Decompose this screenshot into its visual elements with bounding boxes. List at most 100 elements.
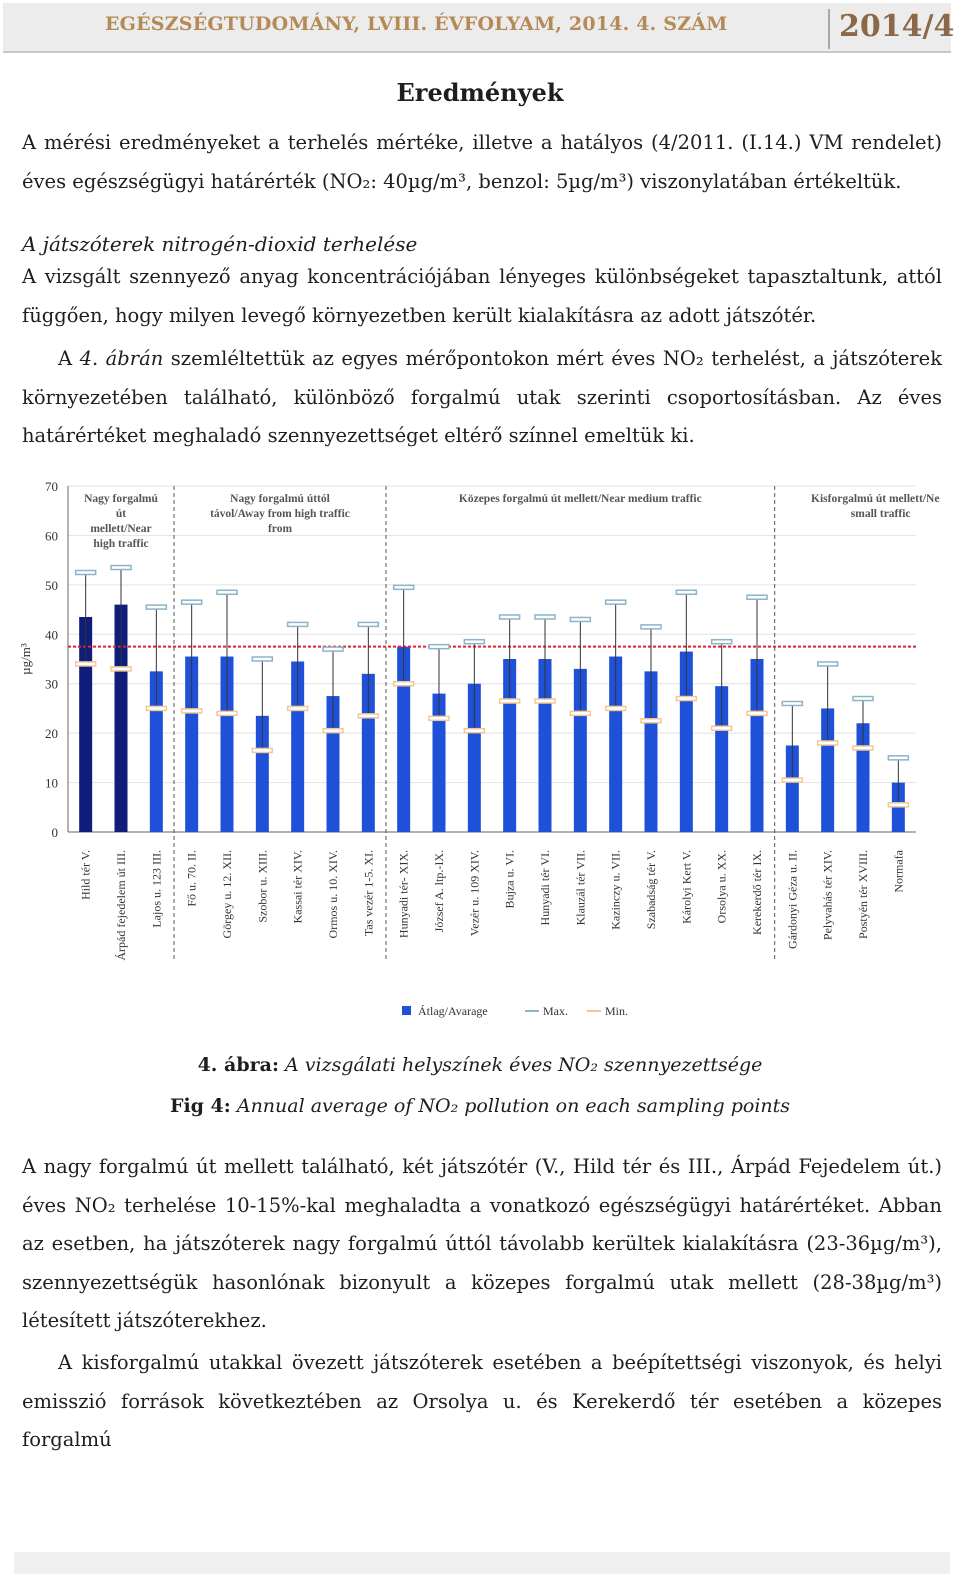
no2-bar-chart: 0 10 20 30 40 50 60 70 µg/m³ Nagy forgalmú út melle… <box>20 479 940 1018</box>
max-marker <box>569 616 592 623</box>
chart-bars <box>68 604 916 832</box>
max-marker <box>710 638 733 645</box>
max-marker <box>781 700 804 707</box>
figure-caption-label: 4. ábra: <box>197 1054 279 1076</box>
category-label: Szobor u. XIII. <box>255 850 269 923</box>
category-label: Hild tér V. <box>79 850 93 900</box>
figure-caption-en: Fig 4: Annual average of NO₂ pollution o… <box>0 1095 960 1117</box>
max-marker <box>816 661 839 667</box>
min-marker <box>675 695 698 702</box>
max-marker <box>110 564 132 571</box>
category-label: Károlyi Kert V. <box>679 850 693 924</box>
intro-paragraph: A mérési eredményeket a terhelés mértéke… <box>22 131 942 193</box>
section-title: Eredmények <box>396 78 564 107</box>
min-marker <box>463 727 486 734</box>
bar-average <box>79 616 93 832</box>
min-marker <box>392 680 415 687</box>
y-tick-label: 50 <box>45 578 58 593</box>
figure-caption-hu: 4. ábra: A vizsgálati helyszínek éves NO… <box>0 1054 960 1076</box>
category-label: Hunyadi tér VI. <box>538 850 552 925</box>
category-label: Kazinczy u. VII. <box>609 850 623 930</box>
category-label: Árpád fejedelem út III. <box>114 850 128 961</box>
y-tick-label: 70 <box>45 479 58 494</box>
y-tick-label: 10 <box>45 776 58 791</box>
footer-bar <box>14 1552 950 1574</box>
group-label: from <box>268 523 292 535</box>
max-marker <box>498 614 521 620</box>
chart-error-bars <box>74 564 910 808</box>
legend-label: Max. <box>543 1004 568 1018</box>
y-tick-label: 40 <box>45 627 58 642</box>
max-marker <box>322 646 344 652</box>
legend-label: Min. <box>605 1004 628 1018</box>
min-marker <box>110 666 132 672</box>
category-label: Vezér u. 109 XIV. <box>467 850 481 936</box>
min-marker <box>322 727 344 734</box>
legend-label: Átlag/Avarage <box>418 1004 488 1018</box>
max-marker <box>392 584 415 591</box>
journal-title: EGÉSZSÉGTUDOMÁNY, LVIII. ÉVFOLYAM, 2014.… <box>105 13 728 35</box>
min-marker <box>145 705 168 712</box>
category-label: Normafa <box>891 849 905 892</box>
max-marker <box>286 621 309 628</box>
issue-number: 2014/4 <box>839 9 955 44</box>
category-label: Kerekerdő tér IX. <box>750 850 764 935</box>
group-label: mellett/Near <box>90 523 151 535</box>
bar-average <box>821 708 835 832</box>
max-marker <box>534 614 556 620</box>
figure-caption-en-label: Fig 4: <box>169 1095 231 1117</box>
bar-average <box>220 656 234 832</box>
min-marker <box>887 802 910 808</box>
min-marker <box>852 745 874 751</box>
group-label: Közepes forgalmú út mellett/Near medium … <box>459 493 702 505</box>
max-marker <box>216 589 238 596</box>
paragraph-small-traffic: A kisforgalmú utakkal övezett játszótere… <box>22 1351 942 1451</box>
header-divider <box>828 9 830 49</box>
bar-average <box>149 671 163 832</box>
category-label: Görgey u. 12. XII. <box>220 850 234 938</box>
bar-average <box>750 659 764 832</box>
max-marker <box>887 755 910 761</box>
group-label: távol/Away from high traffic <box>210 508 350 520</box>
bar-average <box>609 656 623 832</box>
max-marker <box>428 643 450 650</box>
journal-header: EGÉSZSÉGTUDOMÁNY, LVIII. ÉVFOLYAM, 2014.… <box>3 3 955 53</box>
max-marker <box>145 604 168 610</box>
group-label: Kisforgalmú út mellett/Near <box>811 493 940 505</box>
bar-average <box>715 686 729 832</box>
max-marker <box>675 589 698 596</box>
figure-reference: 4. ábrán <box>79 347 164 370</box>
category-label: Hunyadi tér- XIX. <box>397 850 411 938</box>
max-marker <box>463 638 486 645</box>
min-marker <box>498 698 521 704</box>
max-marker <box>640 624 662 630</box>
group-label: Nagy forgalmú úttól <box>230 493 330 505</box>
min-marker <box>534 698 556 704</box>
y-tick-label: 0 <box>52 825 59 840</box>
min-marker <box>710 725 733 731</box>
category-label: Postyén tér XVIII. <box>856 850 870 939</box>
bar-average <box>185 656 199 832</box>
chart-group-dividers <box>173 486 776 962</box>
category-label: Szabadság tér V. <box>644 850 658 929</box>
max-marker <box>251 656 274 662</box>
category-label: József A. ltp.-IX. <box>432 850 446 932</box>
min-marker <box>74 661 97 667</box>
category-label: Fő u. 70. II. <box>185 850 199 907</box>
bar-average <box>397 646 411 832</box>
category-label: Ormos u. 10. XIV. <box>326 850 340 938</box>
group-label: út <box>116 508 126 520</box>
min-marker <box>746 710 768 717</box>
min-marker <box>428 715 450 722</box>
category-label: Lajos u. 123 III. <box>149 850 163 928</box>
category-label: Tas vezér 1-5. XI. <box>361 850 375 936</box>
min-marker <box>569 710 592 717</box>
paragraph-figure-ref: A 4. ábrán szemléltettük az egyes mérőpo… <box>22 340 942 456</box>
bar-average <box>785 745 799 832</box>
max-marker <box>604 599 627 605</box>
group-label: Nagy forgalmú <box>84 493 158 505</box>
figure-caption-text: A vizsgálati helyszínek éves NO₂ szennye… <box>285 1054 763 1076</box>
min-marker <box>604 705 627 712</box>
bar-average <box>255 715 269 832</box>
group-label: small traffic <box>851 508 911 520</box>
